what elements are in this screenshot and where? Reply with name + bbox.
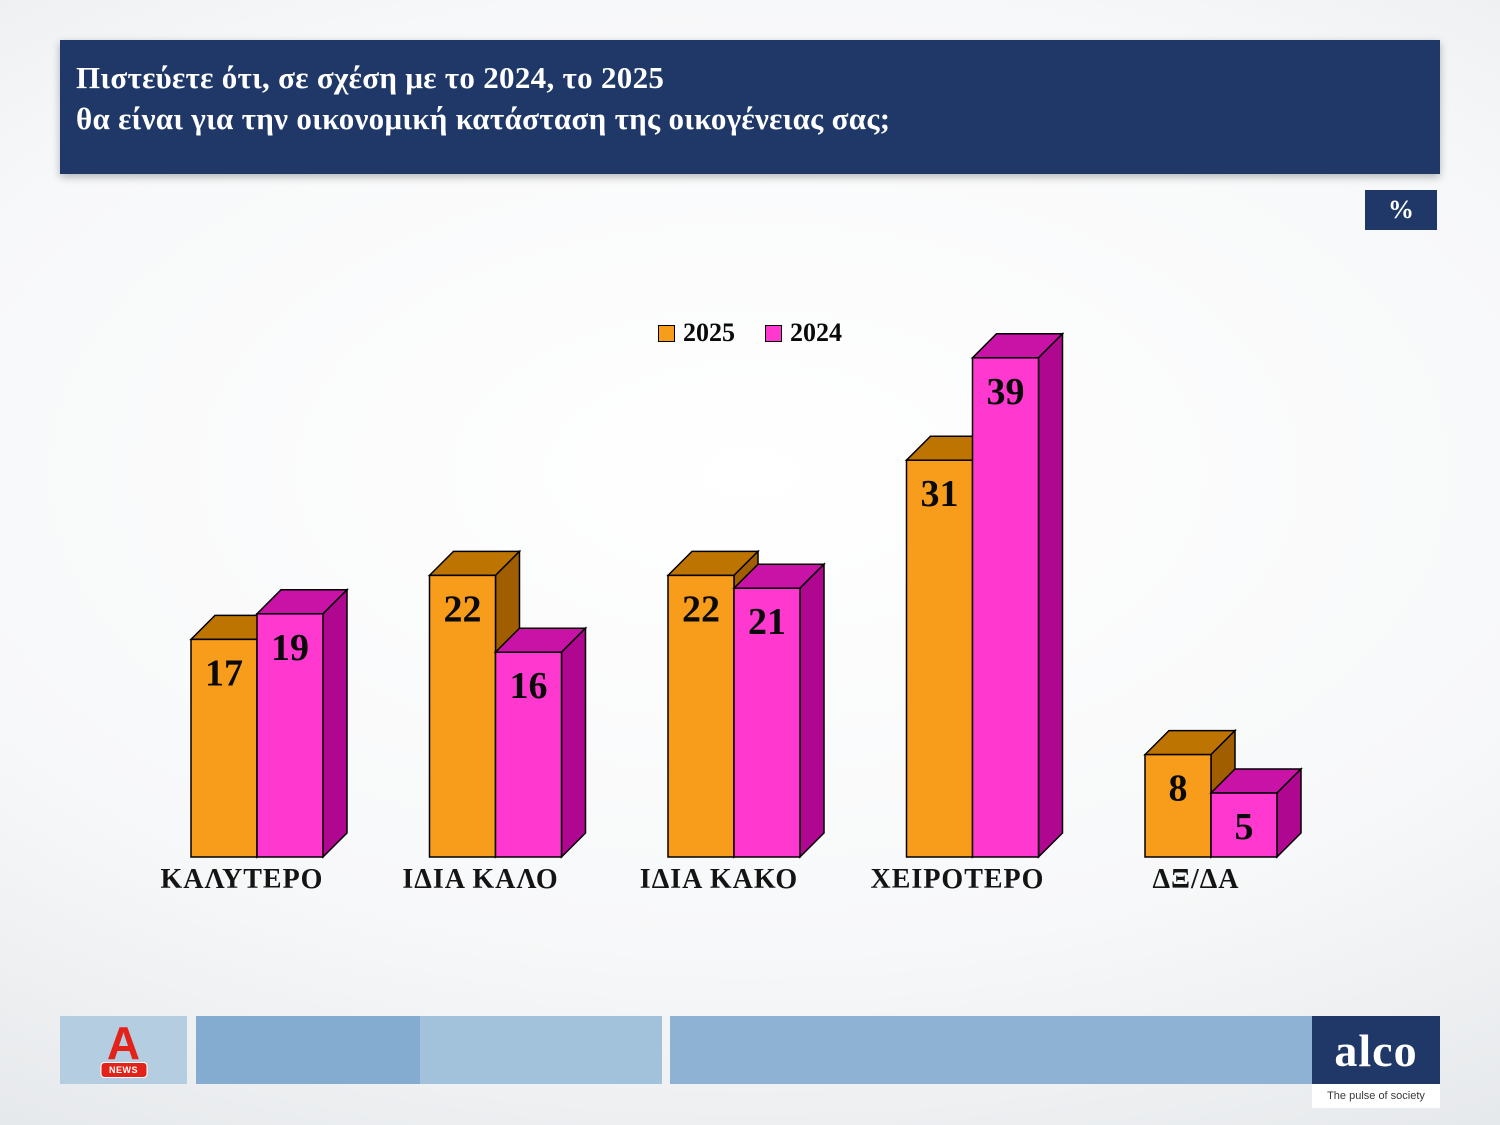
question-header: Πιστεύετε ότι, σε σχέση με το 2024, το 2… — [60, 40, 1440, 174]
alpha-a-icon: A — [106, 1017, 141, 1069]
svg-text:22: 22 — [682, 588, 720, 630]
legend-item-2024: 2024 — [765, 318, 842, 348]
svg-text:8: 8 — [1169, 768, 1188, 810]
legend-swatch-2025-icon — [658, 324, 675, 342]
svg-text:19: 19 — [271, 627, 309, 669]
svg-text:22: 22 — [444, 588, 482, 630]
legend-swatch-2024-icon — [765, 324, 782, 342]
question-title: Πιστεύετε ότι, σε σχέση με το 2024, το 2… — [60, 40, 1440, 140]
legend-item-2025: 2025 — [658, 318, 735, 348]
alpha-news-badge: NEWS — [100, 1062, 147, 1078]
percent-badge: % — [1365, 190, 1437, 230]
legend-label-2024: 2024 — [790, 318, 842, 347]
footer-bar-3 — [670, 1016, 1312, 1084]
alco-logo-box: alco — [1312, 1016, 1440, 1084]
svg-text:31: 31 — [921, 473, 959, 515]
svg-text:21: 21 — [748, 601, 786, 643]
svg-text:ΙΔΙΑ ΚΑΛΟ: ΙΔΙΑ ΚΑΛΟ — [402, 864, 558, 895]
alco-tagline: The pulse of society — [1312, 1084, 1440, 1108]
svg-text:39: 39 — [987, 371, 1025, 413]
svg-text:ΚΑΛΥΤΕΡΟ: ΚΑΛΥΤΕΡΟ — [161, 864, 324, 895]
alpha-news-logo-box: A NEWS — [60, 1016, 187, 1084]
chart-legend: 2025 2024 — [0, 318, 1500, 348]
svg-text:ΔΞ/ΔΑ: ΔΞ/ΔΑ — [1152, 864, 1239, 895]
svg-text:16: 16 — [510, 665, 548, 707]
alpha-news-logo: A NEWS — [94, 1020, 154, 1080]
svg-text:17: 17 — [205, 652, 243, 694]
footer-bar-2 — [420, 1016, 662, 1084]
svg-text:ΙΔΙΑ ΚΑΚΟ: ΙΔΙΑ ΚΑΚΟ — [640, 864, 798, 895]
question-title-line1: Πιστεύετε ότι, σε σχέση με το 2024, το 2… — [76, 60, 665, 95]
svg-text:5: 5 — [1235, 806, 1254, 848]
svg-text:ΧΕΙΡΟΤΕΡΟ: ΧΕΙΡΟΤΕΡΟ — [871, 864, 1045, 895]
legend-label-2025: 2025 — [683, 318, 735, 347]
question-title-line2: θα είναι για την οικονομική κατάσταση τη… — [76, 100, 891, 136]
alco-wordmark: alco — [1334, 1024, 1418, 1076]
footer-bar-1 — [196, 1016, 420, 1084]
